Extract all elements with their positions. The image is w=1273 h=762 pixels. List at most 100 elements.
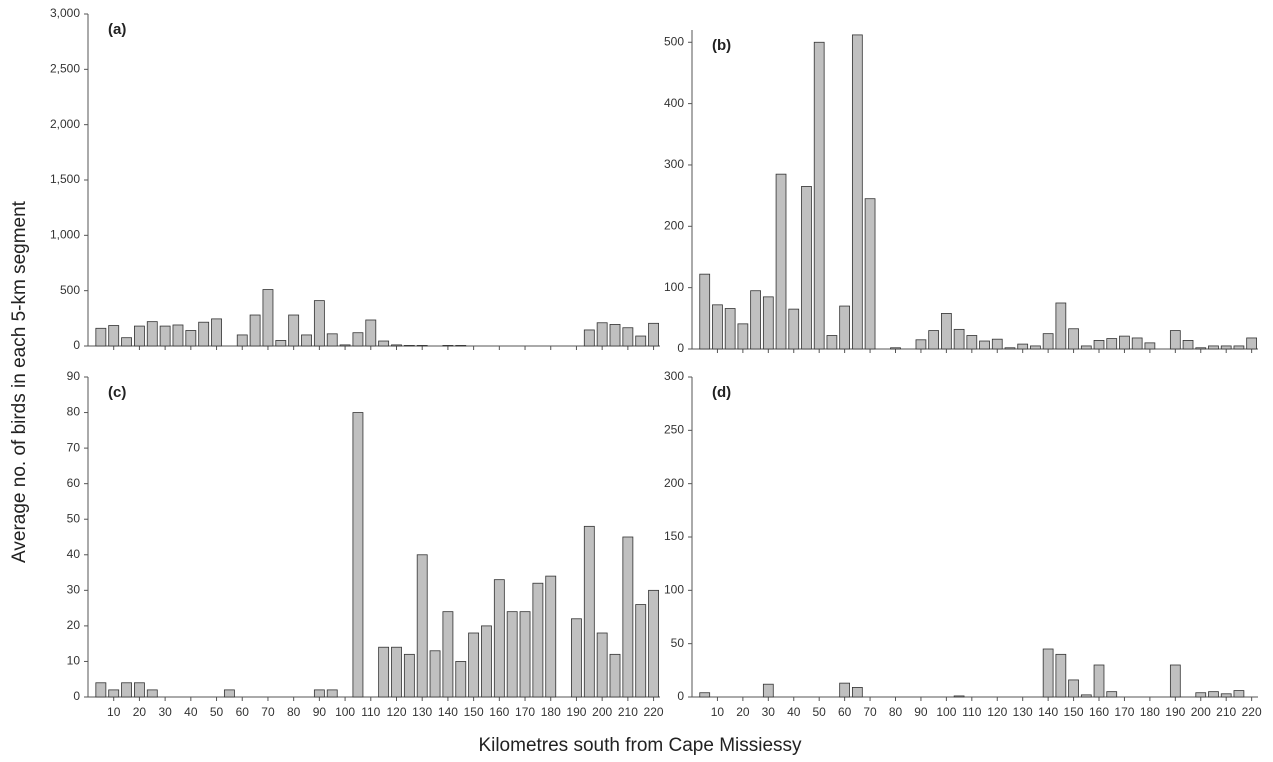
x-tick-label: 130 (1013, 705, 1033, 719)
y-tick-label: 50 (67, 511, 81, 525)
bar (750, 290, 761, 350)
bar (583, 525, 595, 698)
bar (313, 689, 325, 698)
x-tick-label: 180 (541, 705, 561, 719)
bar (416, 345, 428, 347)
x-tick-label: 90 (914, 705, 928, 719)
bar (1055, 653, 1067, 698)
bar (172, 324, 184, 347)
y-tick-label: 400 (664, 96, 684, 110)
bar (1004, 347, 1016, 350)
bar (1233, 690, 1245, 698)
bar (352, 412, 364, 698)
bar (403, 653, 415, 698)
bar (313, 300, 325, 347)
y-tick-label: 150 (664, 529, 684, 543)
bar (365, 319, 377, 347)
x-tick-label: 20 (133, 705, 147, 719)
bar (699, 692, 711, 698)
y-tick-label: 300 (664, 157, 684, 171)
bar (493, 579, 505, 698)
bar (635, 604, 647, 698)
bar (481, 625, 492, 698)
y-tick-label: 2,000 (50, 117, 80, 131)
y-tick-label: 60 (67, 476, 81, 490)
x-tick-label: 220 (1242, 705, 1262, 719)
bar (326, 689, 338, 698)
bar (1042, 648, 1054, 698)
y-tick-label: 30 (67, 583, 81, 597)
x-tick-label: 150 (464, 705, 484, 719)
bar (185, 330, 197, 347)
bar (826, 335, 838, 350)
x-tick-label: 200 (592, 705, 612, 719)
bar (1182, 340, 1194, 350)
x-tick-label: 60 (838, 705, 852, 719)
y-axis-label: Average no. of birds in each 5-km segmen… (9, 200, 30, 563)
bar (378, 646, 390, 698)
x-tick-label: 120 (987, 705, 1007, 719)
bar (1017, 343, 1029, 350)
bar (519, 611, 531, 698)
bar (442, 611, 454, 698)
x-tick-label: 110 (361, 705, 380, 719)
x-tick-label: 50 (813, 705, 827, 719)
bar (1068, 679, 1079, 698)
x-tick-label: 170 (1114, 705, 1134, 719)
x-tick-label: 20 (736, 705, 750, 719)
bar (762, 683, 774, 698)
bar (506, 611, 518, 698)
bar (1144, 342, 1156, 350)
bar (1068, 328, 1079, 350)
bar (146, 689, 158, 698)
x-tick-label: 80 (287, 705, 301, 719)
bar (275, 340, 287, 347)
y-tick-label: 50 (671, 636, 685, 650)
bar (146, 321, 158, 347)
x-tick-label: 60 (236, 705, 250, 719)
y-tick-label: 500 (60, 283, 80, 297)
bar (724, 308, 736, 350)
x-tick-label: 100 (936, 705, 956, 719)
y-tick-label: 0 (73, 689, 80, 703)
bar (839, 305, 850, 350)
bar (108, 689, 120, 698)
bar (864, 198, 876, 350)
bar (851, 34, 863, 350)
bar (236, 334, 248, 347)
bar (1106, 691, 1118, 698)
bar (571, 618, 582, 698)
bar (941, 313, 952, 350)
y-tick-label: 200 (664, 218, 684, 232)
y-tick-label: 250 (664, 423, 684, 437)
bar (1080, 694, 1092, 698)
y-tick-label: 40 (67, 547, 81, 561)
bar (1119, 335, 1130, 350)
x-tick-label: 40 (184, 705, 198, 719)
bar (635, 335, 647, 347)
bar (1233, 345, 1245, 350)
bar (545, 575, 557, 698)
bar (788, 308, 800, 350)
x-tick-label: 40 (787, 705, 801, 719)
bar (1106, 338, 1118, 350)
bar (134, 325, 145, 347)
x-tick-label: 30 (158, 705, 172, 719)
bar (596, 322, 608, 347)
x-tick-label: 50 (210, 705, 224, 719)
bar (455, 345, 467, 347)
bar (1030, 345, 1041, 350)
y-tick-label: 100 (664, 280, 684, 294)
panel-title: (c) (108, 384, 126, 401)
bar (1131, 337, 1143, 350)
x-tick-label: 140 (1038, 705, 1058, 719)
bar (775, 173, 787, 350)
bar (121, 337, 132, 347)
x-tick-label: 90 (313, 705, 327, 719)
panel-title: (d) (712, 384, 731, 401)
y-tick-label: 90 (67, 369, 81, 383)
bar (339, 344, 351, 347)
bar (391, 344, 402, 347)
y-tick-label: 0 (73, 338, 80, 352)
bar (737, 323, 749, 350)
